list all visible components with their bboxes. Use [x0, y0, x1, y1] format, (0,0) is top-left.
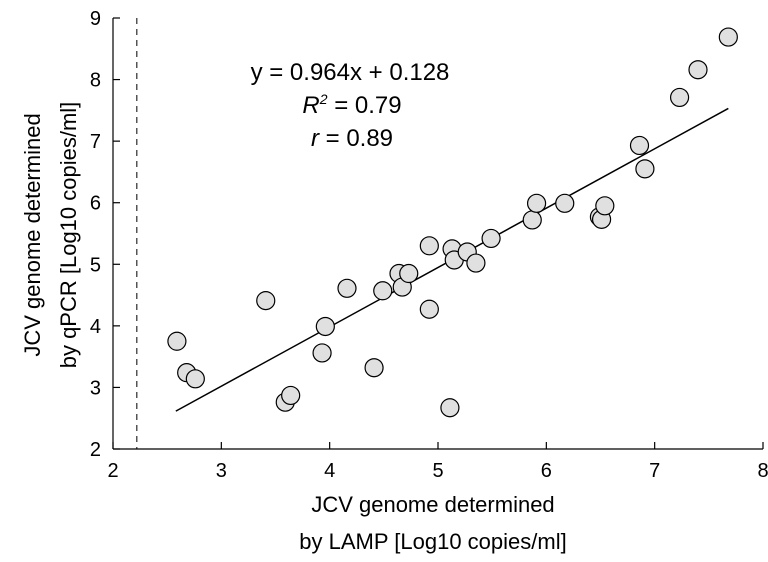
data-point	[419, 236, 439, 256]
x-tick-label: 3	[216, 460, 227, 482]
data-point	[595, 196, 615, 216]
data-point	[555, 193, 575, 213]
y-tick-label: 5	[90, 254, 101, 276]
y-tick-label: 9	[90, 8, 101, 30]
data-point	[481, 228, 501, 249]
x-tick-label: 8	[757, 460, 768, 482]
data-point	[526, 193, 547, 213]
data-point	[364, 358, 384, 378]
y-tick-label: 3	[90, 377, 101, 399]
data-point	[167, 331, 187, 351]
data-point	[185, 369, 205, 389]
data-point	[522, 210, 542, 230]
data-point	[256, 291, 276, 311]
x-axis-label-line2: by LAMP [Log10 copies/ml]	[299, 529, 566, 554]
axes: 2 3 4 5 6 7 8 2 3 4 5 6 7 8 9	[90, 8, 768, 482]
x-tick-label: 7	[649, 460, 660, 482]
data-point	[281, 385, 301, 406]
data-point	[373, 281, 393, 301]
y-tick-label: 4	[90, 316, 101, 338]
data-point	[312, 343, 332, 363]
data-point	[399, 263, 419, 284]
data-point	[419, 299, 439, 319]
y-tick-label: 8	[90, 70, 101, 92]
x-tick-label: 2	[107, 460, 118, 482]
y-tick-label: 7	[90, 131, 101, 153]
r-squared-annotation: R2 = 0.79	[302, 91, 401, 119]
data-point	[440, 398, 460, 418]
chart-marks	[136, 18, 738, 449]
x-axis-label-line1: JCV genome determined	[311, 492, 554, 517]
data-point	[629, 135, 650, 156]
x-tick-label: 4	[324, 460, 335, 482]
y-axis-label-line1: JCV genome determined	[20, 113, 45, 356]
y-tick-label: 6	[90, 193, 101, 215]
r-annotation: r = 0.89	[311, 125, 393, 152]
x-tick-label: 6	[541, 460, 552, 482]
data-point	[466, 253, 486, 273]
data-point	[718, 27, 738, 47]
y-axis-label-line2: by qPCR [Log10 copies/ml]	[56, 102, 81, 369]
x-tick-label: 5	[432, 460, 443, 482]
y-tick-label: 2	[90, 439, 101, 461]
data-point	[669, 87, 690, 108]
data-point	[315, 316, 335, 337]
data-point	[688, 60, 708, 80]
data-point	[337, 278, 357, 298]
data-point	[635, 159, 655, 179]
fit-equation: y = 0.964x + 0.128	[251, 59, 450, 86]
